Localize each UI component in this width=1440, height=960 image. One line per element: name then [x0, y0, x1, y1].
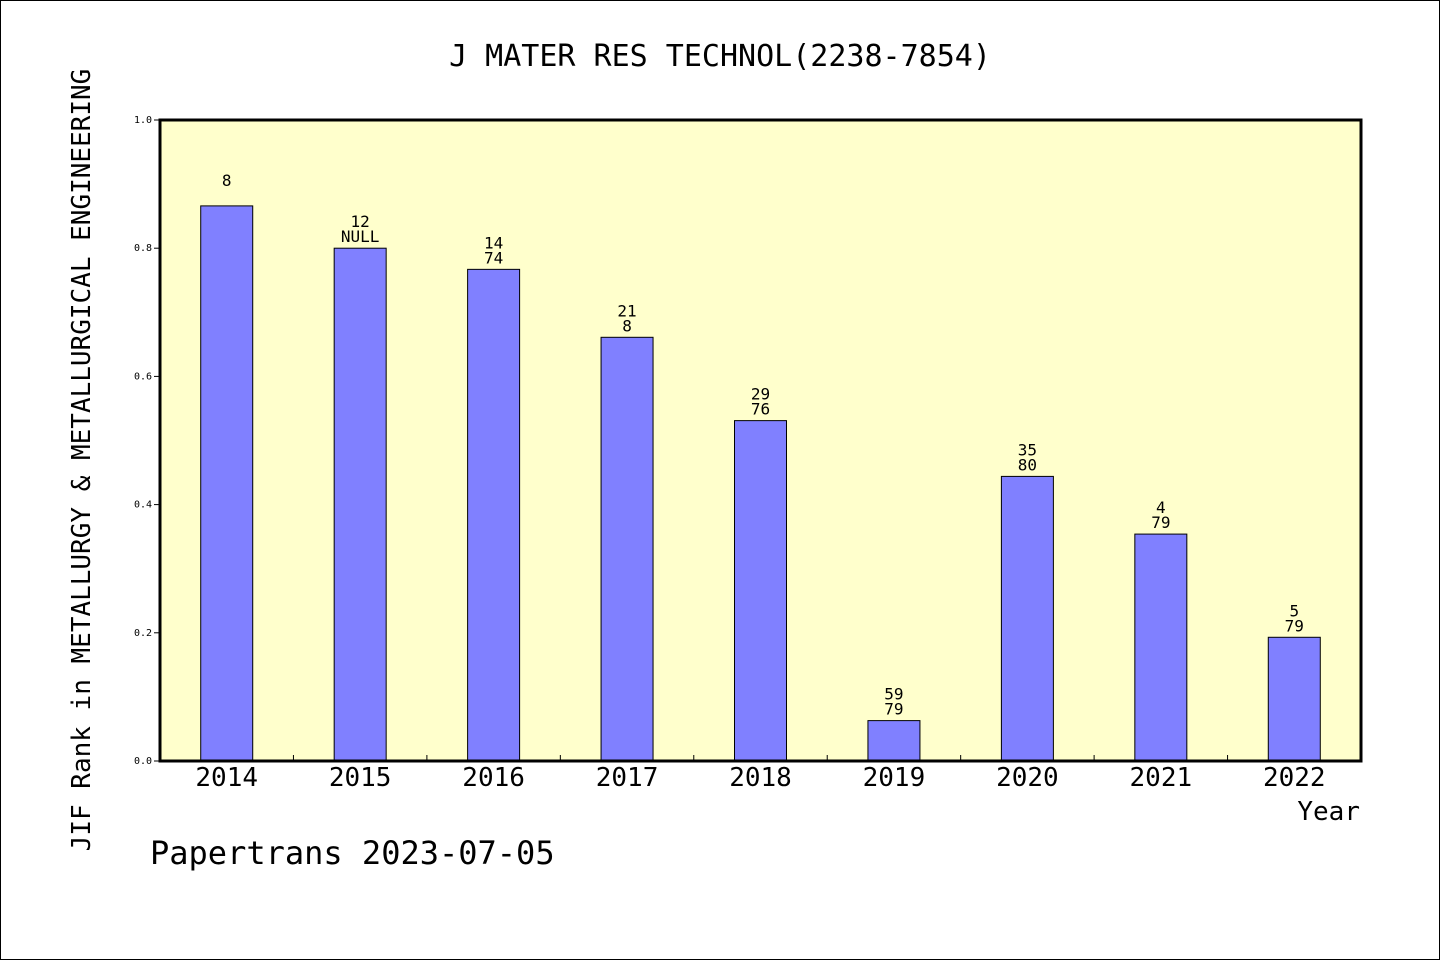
data-label-top: 14: [484, 233, 503, 252]
bar-2021: [1134, 533, 1188, 762]
bar-2022: [1267, 636, 1321, 762]
bars-group: [200, 205, 1321, 762]
data-label-bottom: 79: [884, 700, 903, 719]
plot-border: [158, 118, 1363, 763]
bar-2019: [867, 720, 921, 762]
bar-2015: [333, 247, 387, 762]
data-label-bottom: 76: [751, 400, 770, 419]
data-label-bottom: 8: [622, 316, 632, 335]
data-label-top: 5: [1289, 601, 1299, 620]
data-label-bottom: 74: [484, 248, 503, 267]
bar-2016: [467, 268, 521, 762]
chart-title: J MATER RES TECHNOL(2238-7854): [449, 39, 991, 74]
data-label-top: 29: [751, 385, 770, 404]
x-tick-label: 2022: [1263, 763, 1326, 793]
data-label-bottom: 79: [1285, 616, 1304, 635]
y-tick-label: 0.0: [134, 756, 152, 767]
data-label-bottom: 79: [1151, 513, 1170, 532]
y-tick-label: 0.6: [134, 371, 152, 382]
x-axis-label: Year: [1297, 797, 1360, 827]
y-tick-label: 0.2: [134, 628, 152, 639]
data-label-top: 8: [222, 171, 232, 190]
x-tick-label: 2020: [996, 763, 1059, 793]
x-tick-label: 2016: [462, 763, 525, 793]
y-tick-label: 0.4: [134, 500, 152, 511]
data-label-bottom: 80: [1018, 455, 1037, 474]
data-label-top: 21: [617, 301, 636, 320]
x-tick-label: 2021: [1130, 763, 1193, 793]
y-tick-label: 0.8: [134, 243, 152, 254]
bar-2018: [734, 420, 787, 762]
footer-source-date: Papertrans 2023-07-05: [150, 834, 555, 872]
bar-2017: [600, 336, 654, 762]
ticks-group: 0.0 0.2 0.4 0.6 0.8 1.0 2014 2015 2016 2017 2018 20…: [134, 115, 1326, 793]
data-label-bottom: NULL: [341, 227, 380, 246]
y-axis-label: JIF Rank in METALLURGY & METALLURGICAL E…: [67, 69, 97, 852]
bar-2020: [1000, 475, 1054, 762]
data-label-top: 4: [1156, 498, 1166, 517]
data-label-top: 59: [884, 685, 903, 704]
x-tick-label: 2014: [195, 763, 258, 793]
x-tick-label: 2015: [329, 763, 392, 793]
x-tick-label: 2019: [863, 763, 926, 793]
y-tick-label: 1.0: [134, 115, 152, 126]
bar-2014: [200, 205, 254, 762]
data-label-top: 12: [351, 212, 370, 231]
data-label-top: 35: [1018, 440, 1037, 459]
x-tick-label: 2018: [729, 763, 792, 793]
x-tick-label: 2017: [596, 763, 659, 793]
